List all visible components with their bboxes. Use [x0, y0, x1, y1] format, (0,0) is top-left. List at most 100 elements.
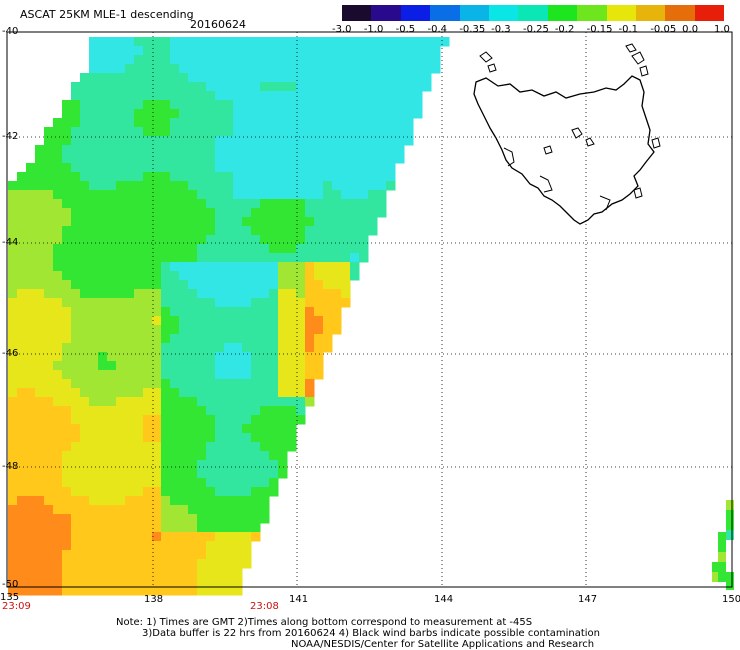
swath-cell	[368, 46, 378, 56]
swath-cell	[107, 145, 117, 155]
swath-cell	[242, 55, 252, 65]
swath-cell	[224, 334, 234, 344]
swath-cell	[287, 64, 297, 74]
tasmania-inlet	[539, 175, 553, 193]
swath-cell	[161, 460, 171, 470]
swath-cell	[278, 451, 288, 461]
swath-cell	[152, 325, 162, 335]
swath-cell	[161, 37, 171, 47]
swath-cell	[287, 298, 297, 308]
swath-cell	[80, 190, 90, 200]
swath-cell	[143, 568, 153, 578]
swath-cell	[143, 109, 153, 119]
swath-cell	[179, 397, 189, 407]
swath-cell	[143, 163, 153, 173]
swath-cell	[152, 370, 162, 380]
swath-cell	[89, 145, 99, 155]
swath-cell	[107, 226, 117, 236]
swath-cell	[197, 100, 207, 110]
swath-cell	[359, 145, 369, 155]
swath-cell	[125, 469, 135, 479]
swath-cell	[53, 478, 63, 488]
swath-cell	[125, 433, 135, 443]
swath-cell	[323, 154, 333, 164]
swath-cell	[35, 307, 45, 317]
swath-cell	[332, 307, 342, 317]
swath-cell	[98, 82, 108, 92]
swath-cell	[341, 298, 351, 308]
swath-cell	[107, 298, 117, 308]
swath-cell	[179, 154, 189, 164]
swath-cell	[134, 460, 144, 470]
time-mid: 23:08	[250, 601, 279, 612]
swath-cell	[278, 352, 288, 362]
swath-cell	[314, 100, 324, 110]
swath-cell	[161, 334, 171, 344]
swath-cell	[296, 46, 306, 56]
swath-cell	[341, 127, 351, 137]
swath-cell	[377, 145, 387, 155]
swath-cell	[368, 55, 378, 65]
swath-cell	[17, 460, 27, 470]
swath-cell	[287, 91, 297, 101]
swath-cell	[116, 253, 126, 263]
swath-cell	[161, 217, 171, 227]
swath-cell	[242, 73, 252, 83]
swath-cell	[125, 334, 135, 344]
swath-cell	[179, 136, 189, 146]
swath-cell	[188, 532, 198, 542]
swath-cell	[386, 127, 396, 137]
swath-cell	[35, 397, 45, 407]
swath-cell	[215, 361, 225, 371]
swath-cell	[62, 451, 72, 461]
swath-cell	[53, 460, 63, 470]
swath-cell	[8, 433, 18, 443]
swath-cell	[98, 307, 108, 317]
swath-cell	[188, 370, 198, 380]
swath-cell	[305, 397, 315, 407]
swath-cell	[44, 523, 54, 533]
swath-cell	[718, 532, 726, 542]
swath-cell	[269, 109, 279, 119]
swath-cell	[107, 505, 117, 515]
swath-cell	[35, 154, 45, 164]
swath-cell	[341, 91, 351, 101]
swath-cell	[260, 244, 270, 254]
swath-cell	[350, 64, 360, 74]
swath-cell	[17, 217, 27, 227]
swath-cell	[224, 460, 234, 470]
swath-cell	[98, 532, 108, 542]
swath-cell	[341, 280, 351, 290]
swath-cell	[197, 172, 207, 182]
swath-cell	[269, 100, 279, 110]
swath-cell	[143, 559, 153, 569]
swath-cell	[206, 289, 216, 299]
swath-cell	[107, 100, 117, 110]
swath-cell	[161, 388, 171, 398]
swath-cell	[71, 451, 81, 461]
swath-cell	[269, 487, 279, 497]
swath-cell	[287, 46, 297, 56]
swath-cell	[134, 433, 144, 443]
swath-cell	[125, 208, 135, 218]
swath-cell	[125, 37, 135, 47]
swath-cell	[17, 307, 27, 317]
swath-cell	[386, 145, 396, 155]
swath-cell	[161, 307, 171, 317]
swath-cell	[251, 388, 261, 398]
swath-cell	[251, 55, 261, 65]
swath-cell	[170, 352, 180, 362]
swath-cell	[296, 190, 306, 200]
swath-cell	[17, 532, 27, 542]
swath-cell	[197, 154, 207, 164]
swath-cell	[251, 64, 261, 74]
swath-cell	[242, 370, 252, 380]
swath-cell	[125, 487, 135, 497]
swath-cell	[8, 478, 18, 488]
swath-cell	[179, 487, 189, 497]
swath-cell	[413, 46, 423, 56]
swath-cell	[116, 280, 126, 290]
swath-cell	[71, 406, 81, 416]
swath-cell	[170, 208, 180, 218]
swath-cell	[278, 325, 288, 335]
